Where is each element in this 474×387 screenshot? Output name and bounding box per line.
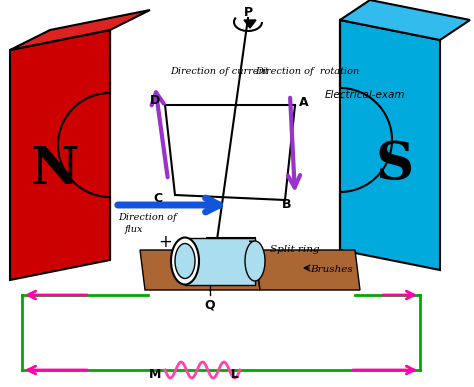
Text: B: B <box>282 199 292 212</box>
Text: +: + <box>158 233 172 251</box>
Text: S: S <box>376 139 414 190</box>
Text: A: A <box>299 96 309 108</box>
Text: -: - <box>248 233 255 252</box>
Text: Direction of: Direction of <box>118 214 177 223</box>
Text: Electrical-exam: Electrical-exam <box>325 90 405 100</box>
Ellipse shape <box>175 243 195 279</box>
Text: M: M <box>149 368 161 382</box>
Text: C: C <box>154 192 163 204</box>
Text: L: L <box>231 368 239 382</box>
Polygon shape <box>255 250 360 290</box>
Polygon shape <box>58 30 110 260</box>
Text: flux: flux <box>125 226 144 235</box>
Polygon shape <box>10 10 150 50</box>
Polygon shape <box>10 30 110 280</box>
Polygon shape <box>140 250 260 290</box>
Text: D: D <box>150 94 160 106</box>
Text: Direction of  rotation: Direction of rotation <box>255 67 359 77</box>
Text: Direction of current: Direction of current <box>170 67 269 77</box>
Polygon shape <box>340 0 470 40</box>
Polygon shape <box>340 20 440 270</box>
Text: Brushes: Brushes <box>310 265 353 274</box>
Polygon shape <box>340 20 392 250</box>
Polygon shape <box>185 238 255 285</box>
Ellipse shape <box>245 241 265 281</box>
Text: N: N <box>31 144 79 195</box>
Polygon shape <box>244 20 256 28</box>
Text: Q: Q <box>205 298 215 311</box>
Text: Split ring: Split ring <box>270 245 319 255</box>
Text: P: P <box>244 5 253 19</box>
Ellipse shape <box>171 238 199 284</box>
